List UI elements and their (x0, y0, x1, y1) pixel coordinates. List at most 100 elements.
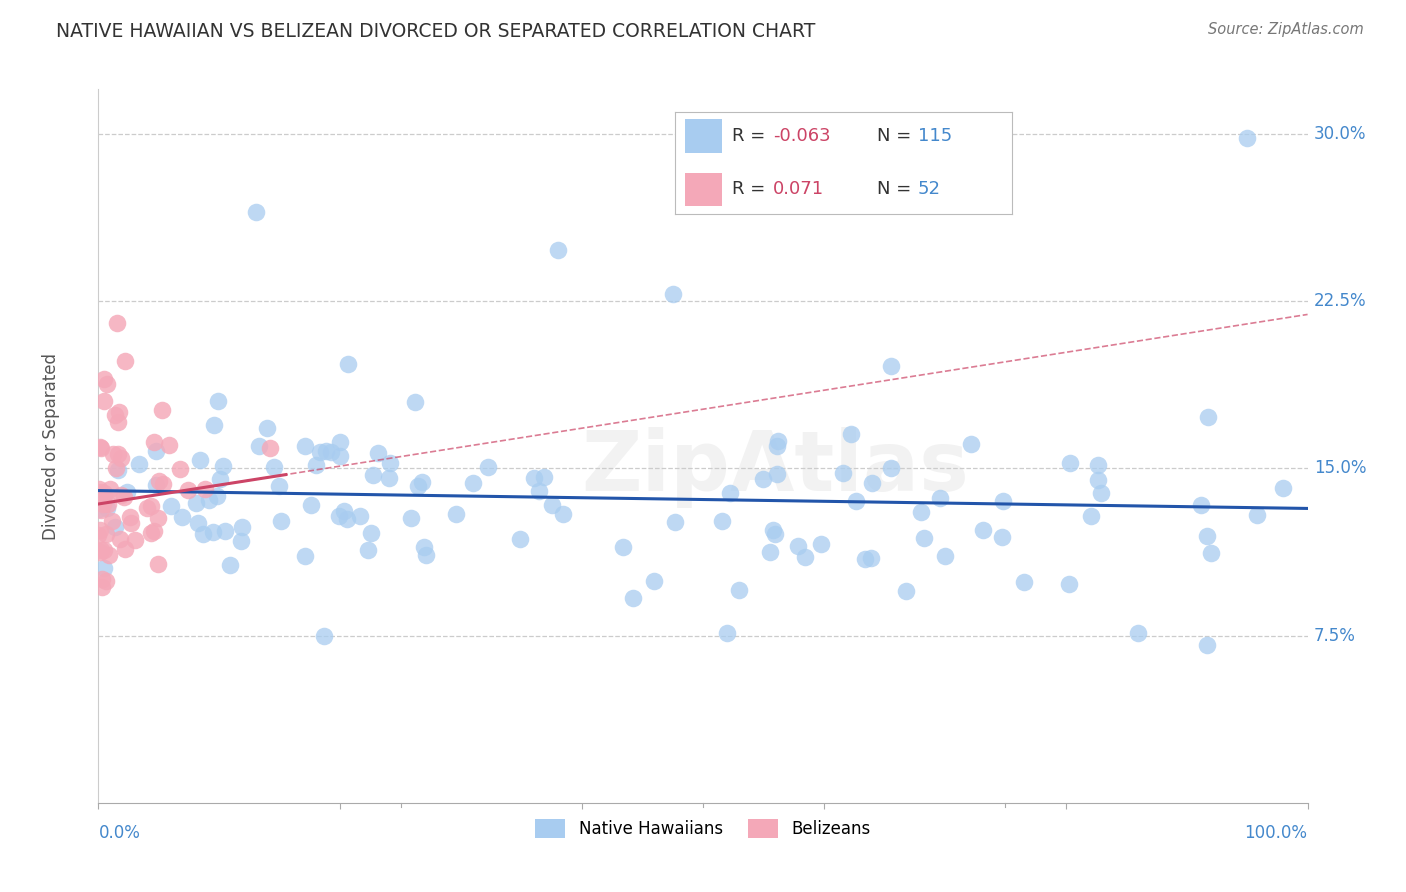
Text: N =: N = (877, 180, 917, 198)
Point (145, 443, 167, 458)
Point (766, 439, 789, 453)
Point (294, 549, 316, 564)
Point (832, 466, 855, 480)
Point (551, 508, 574, 522)
Text: Source: ZipAtlas.com: Source: ZipAtlas.com (1208, 22, 1364, 37)
Point (1236, 131, 1258, 145)
Point (766, 434, 789, 448)
Point (1059, 457, 1081, 471)
Point (349, 509, 371, 524)
Point (90, 502, 112, 516)
Text: N =: N = (877, 128, 917, 145)
Point (415, 548, 437, 562)
Point (401, 510, 423, 524)
Point (186, 496, 208, 510)
Point (157, 438, 180, 452)
Point (533, 470, 555, 484)
Point (141, 499, 163, 513)
Point (114, 541, 136, 556)
Point (98, 548, 121, 562)
Point (411, 475, 433, 489)
Point (357, 543, 380, 558)
Point (860, 476, 883, 491)
Point (100, 514, 122, 528)
Point (413, 540, 436, 554)
Text: 30.0%: 30.0% (1313, 125, 1367, 143)
Point (845, 494, 868, 508)
Point (124, 533, 146, 547)
Point (245, 204, 267, 219)
Text: -0.063: -0.063 (773, 128, 831, 145)
Point (328, 508, 350, 523)
Point (360, 526, 382, 541)
Point (107, 447, 129, 461)
Point (105, 316, 128, 330)
Point (159, 499, 181, 513)
Point (90, 543, 112, 558)
Point (993, 494, 1015, 508)
Point (139, 526, 162, 541)
Point (934, 549, 956, 563)
Point (853, 552, 876, 566)
Point (766, 467, 789, 481)
Point (207, 489, 229, 503)
Point (93, 561, 115, 575)
Point (1272, 481, 1295, 495)
Point (114, 354, 136, 368)
Point (229, 533, 252, 548)
Point (509, 532, 531, 546)
Point (336, 512, 359, 526)
Point (328, 435, 350, 450)
Point (839, 427, 862, 442)
Point (110, 488, 132, 502)
Point (172, 510, 194, 524)
Point (319, 444, 342, 458)
Point (256, 421, 278, 435)
Point (97, 497, 120, 511)
Point (207, 393, 229, 408)
Point (794, 550, 817, 565)
Point (104, 408, 127, 422)
Point (209, 472, 232, 486)
Text: R =: R = (733, 180, 772, 198)
Point (107, 462, 129, 476)
Point (661, 287, 683, 301)
Point (112, 490, 135, 504)
Point (93, 488, 115, 502)
Point (202, 524, 225, 539)
Point (212, 458, 235, 473)
Point (105, 461, 128, 475)
Point (142, 524, 165, 539)
Point (101, 446, 124, 460)
Point (786, 539, 808, 553)
Point (267, 478, 290, 492)
Point (89, 524, 111, 538)
Point (89, 440, 111, 454)
Point (1195, 529, 1218, 543)
Point (643, 574, 665, 588)
Point (523, 471, 546, 485)
Point (198, 492, 221, 507)
Point (718, 486, 741, 500)
Point (367, 446, 389, 460)
Point (194, 482, 217, 496)
Point (93, 489, 115, 503)
Point (96, 527, 118, 541)
Text: 115: 115 (918, 128, 952, 145)
Point (1080, 509, 1102, 524)
Point (107, 415, 129, 429)
Text: Divorced or Separated: Divorced or Separated (42, 352, 59, 540)
Text: ZipAtlas: ZipAtlas (582, 427, 970, 508)
Point (959, 436, 981, 450)
Point (259, 442, 281, 456)
Point (152, 477, 174, 491)
Point (96, 376, 118, 391)
Point (169, 462, 191, 476)
Point (120, 516, 142, 531)
Point (314, 629, 336, 643)
Point (90, 572, 112, 586)
Text: 22.5%: 22.5% (1313, 292, 1367, 310)
Point (187, 516, 209, 530)
Point (751, 471, 773, 485)
Point (104, 520, 127, 534)
